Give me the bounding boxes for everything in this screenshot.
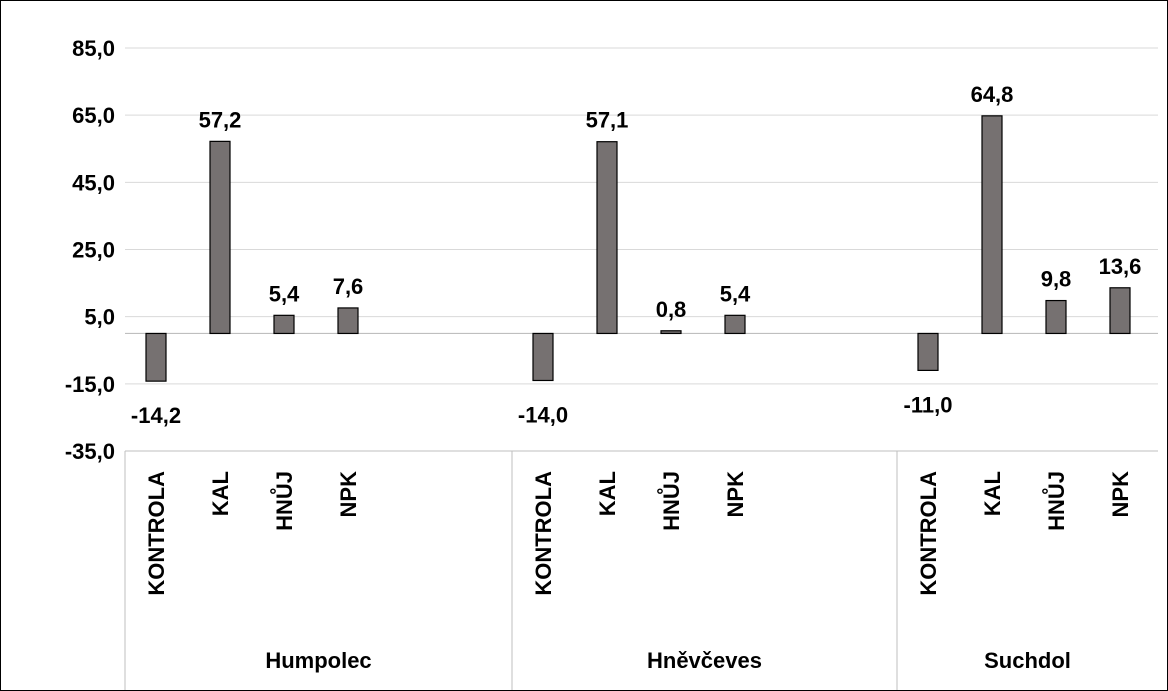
bar <box>1109 287 1131 335</box>
data-label: 64,8 <box>971 82 1014 107</box>
bars <box>145 115 1131 382</box>
data-label: 5,4 <box>720 281 751 306</box>
group-label: Humpolec <box>265 648 371 673</box>
category-label: HNŮJ <box>1041 471 1069 531</box>
y-tick-label: 45,0 <box>72 170 115 195</box>
bar <box>917 332 939 372</box>
category-label: KAL <box>980 471 1005 516</box>
bar <box>209 140 231 335</box>
category-label: KONTROLA <box>916 471 941 596</box>
bar <box>981 115 1003 335</box>
data-label: 5,4 <box>269 281 300 306</box>
bar <box>145 332 167 382</box>
bar <box>724 314 746 335</box>
data-label: 7,6 <box>333 274 364 299</box>
data-label: 57,2 <box>199 107 242 132</box>
category-label: NPK <box>1108 471 1133 518</box>
y-tick-label: 25,0 <box>72 238 115 263</box>
bar <box>660 330 682 335</box>
category-label: HNŮJ <box>269 471 297 531</box>
group-label: Suchdol <box>984 648 1071 673</box>
category-label: KONTROLA <box>144 471 169 596</box>
bar <box>596 141 618 335</box>
data-label: 9,8 <box>1041 267 1072 292</box>
data-label: -11,0 <box>904 392 953 417</box>
data-label: 57,1 <box>586 108 629 133</box>
category-label: HNŮJ <box>656 471 684 531</box>
y-tick-label: 5,0 <box>84 305 115 330</box>
bar <box>337 307 359 335</box>
data-label: -14,2 <box>131 403 181 428</box>
bar <box>1045 299 1067 335</box>
axes: 85,0 65,0 45,0 25,0 5,0 -15,0 -35,0 <box>65 36 115 464</box>
category-label: KAL <box>208 471 233 516</box>
y-tick-label: -35,0 <box>65 439 115 464</box>
category-label: NPK <box>723 471 748 518</box>
bar <box>532 332 554 382</box>
bar <box>273 314 295 335</box>
category-label: KAL <box>595 471 620 516</box>
y-tick-label: 65,0 <box>72 103 115 128</box>
category-axis: KONTROLA KAL HNŮJ NPK Humpolec KONTROLA KAL HNŮ… <box>124 450 1158 690</box>
group-label: Hněvčeves <box>647 648 762 673</box>
gridlines <box>125 47 1158 452</box>
data-label: 0,8 <box>656 297 687 322</box>
y-tick-label: 85,0 <box>72 36 115 61</box>
data-labels: -14,2 57,2 5,4 7,6 -14,0 57,1 0,8 5,4 -11,0 64,8 9… <box>131 82 1141 428</box>
data-label: 13,6 <box>1099 254 1142 279</box>
data-label: -14,0 <box>518 402 568 427</box>
category-label: NPK <box>336 471 361 518</box>
y-tick-label: -15,0 <box>65 372 115 397</box>
category-label: KONTROLA <box>531 471 556 596</box>
